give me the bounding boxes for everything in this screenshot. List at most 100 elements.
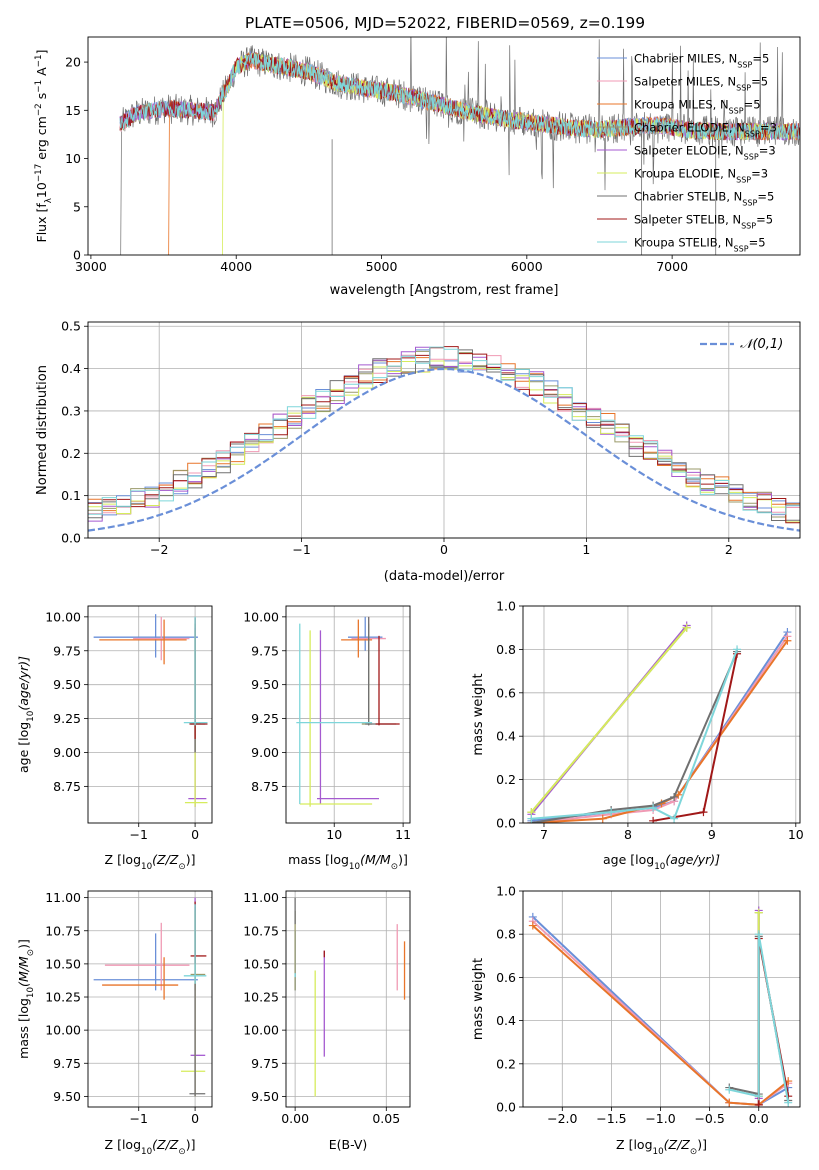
errorbar-point (102, 957, 179, 1000)
y-tick-label: 9.50 (53, 1089, 81, 1104)
x-tick-label: 7 (540, 827, 548, 842)
y-tick-label: 0.2 (496, 1056, 516, 1071)
y-tick-label: 9.25 (251, 711, 279, 726)
spectrum-line (119, 53, 800, 141)
weight-marker (754, 1092, 763, 1101)
x-axis-label: (data-model)/error (384, 569, 505, 584)
weight-vs-metallicity-panel: −2.0 −1.5 −1.0 −0.5 0.0 0.0 0.2 0.4 0.6 0.8 1.0 Z [… (471, 884, 801, 1157)
y-tick-label: 0.0 (496, 1100, 516, 1115)
spectrum-lines (119, 37, 800, 255)
histogram-lines (88, 346, 800, 532)
mass-vs-metallicity-panel: −1 0 9.50 9.75 10.00 10.25 10.50 10.75 11.00 Z [l… (16, 890, 213, 1157)
age-vs-metallicity-panel: −1 0 8.75 9.00 9.25 9.50 9.75 10.00 Z [log10(Z/Z… (16, 605, 213, 872)
x-axis-label: Z [log10(Z/Z⊙)] (105, 852, 196, 872)
y-tick-label: 0.8 (496, 927, 516, 942)
weight-marker (682, 623, 691, 632)
y-tick-label: 1.0 (496, 599, 516, 614)
x-axis-label: age [log10(age/yr)] (603, 852, 720, 872)
legend-label: 𝒩(0,1) (740, 337, 783, 352)
y-tick-label: 11.00 (45, 890, 81, 905)
legend-label: Kroupa ELODIE, NSSP=3 (634, 167, 768, 185)
y-tick-label: 0.4 (496, 1013, 516, 1028)
weight-marker (783, 636, 792, 645)
errorbar-point (190, 906, 206, 991)
errorbar-point (375, 635, 400, 726)
x-tick-label: −1.5 (596, 1111, 626, 1126)
weight-marker (725, 1085, 734, 1094)
errorbar-point (93, 614, 198, 658)
weight-marker (754, 930, 763, 939)
age-vs-mass-panel: 10 11 8.75 9.00 9.25 9.50 9.75 10.00 mass [log10… (243, 605, 411, 872)
y-tick-label: 0.4 (496, 729, 516, 744)
x-tick-label: −2.0 (547, 1111, 577, 1126)
weight-marker (754, 908, 763, 917)
legend-label: Salpeter STELIB, NSSP=5 (634, 213, 773, 231)
legend-label: Chabrier STELIB, NSSP=5 (634, 190, 774, 208)
x-tick-label: −1.0 (645, 1111, 675, 1126)
weight-marker (649, 816, 658, 823)
legend-label: Salpeter MILES, NSSP=5 (634, 75, 768, 93)
y-tick-label: 9.50 (251, 677, 279, 692)
y-tick-label: 0.2 (496, 772, 516, 787)
weight-marker (528, 921, 537, 930)
x-tick-label: 10 (326, 827, 342, 842)
weight-marker (527, 814, 536, 823)
errorbar-point (181, 910, 206, 1097)
y-tick-label: 9.75 (251, 1056, 279, 1071)
x-tick-label: −1 (292, 542, 310, 557)
weight-lines (528, 906, 793, 1107)
weight-marker (670, 792, 679, 801)
legend-label: Salpeter ELODIE, NSSP=3 (634, 144, 776, 162)
weight-marker (754, 1100, 763, 1107)
weight-series (729, 934, 790, 1103)
axes-frame (522, 605, 801, 824)
weight-series (530, 627, 688, 813)
weight-marker (670, 814, 679, 823)
errorbar-point (317, 630, 379, 805)
legend: Chabrier MILES, NSSP=5 Salpeter MILES, NS… (597, 52, 777, 253)
y-tick-label: 10.75 (45, 923, 81, 938)
x-tick-label: 1 (582, 542, 590, 557)
axes-frame (87, 605, 213, 824)
legend-label: Kroupa MILES, NSSP=5 (634, 98, 761, 116)
x-axis-label: Z [log10(Z/Z⊙)] (616, 1137, 707, 1157)
y-tick-label: 0.0 (496, 816, 516, 831)
histogram-series (88, 349, 800, 521)
x-tick-label: −2 (150, 542, 168, 557)
x-tick-label: 2 (725, 542, 733, 557)
weight-marker (784, 1098, 793, 1107)
y-tick-label: 10.00 (243, 609, 279, 624)
y-tick-label: 10.00 (45, 1023, 81, 1038)
x-tick-label: 3000 (75, 259, 107, 274)
y-tick-label: 10.25 (243, 990, 279, 1005)
y-axis-label: mass weight (471, 958, 486, 1040)
y-tick-label: 9.50 (251, 1089, 279, 1104)
y-tick-label: 1.0 (496, 884, 516, 899)
errorbar-point (299, 630, 373, 807)
y-tick-label: 10.50 (243, 956, 279, 971)
axes-frame (87, 321, 801, 539)
y-tick-label: 9.50 (53, 677, 81, 692)
errorbar-point (104, 922, 190, 991)
spectrum-panel: 3000 4000 5000 6000 7000 0 5 10 15 20 wavelength [… (34, 36, 801, 298)
weight-vs-age-panel: 7 8 9 10 0.0 0.2 0.4 0.6 0.8 1.0 age [log10(age/yr… (471, 599, 804, 873)
x-tick-label: 0 (191, 827, 199, 842)
y-tick-label: 9.75 (53, 643, 81, 658)
y-tick-label: 0.1 (61, 488, 81, 503)
x-tick-label: 0 (440, 542, 448, 557)
legend-label: Chabrier ELODIE, NSSP=3 (634, 121, 777, 139)
y-tick-label: 0.5 (61, 319, 81, 334)
x-tick-label: −1 (130, 1111, 148, 1126)
figure-title: PLATE=0506, MJD=52022, FIBERID=0569, z=0… (245, 14, 645, 32)
y-tick-label: 20 (65, 55, 81, 70)
residuals-panel: −2 −1 0 1 2 0.0 0.1 0.2 0.3 0.4 0.5 (data-model)/er… (35, 319, 801, 584)
x-tick-label: 0.05 (372, 1111, 400, 1126)
y-axis-label: age [log10(age/yr)] (16, 656, 36, 773)
y-tick-label: 9.25 (53, 711, 81, 726)
errorbar-point (99, 619, 187, 665)
axes-frame (87, 890, 213, 1108)
x-tick-label: 8 (624, 827, 632, 842)
y-tick-label: 9.75 (251, 643, 279, 658)
errorbar-point (183, 904, 207, 984)
